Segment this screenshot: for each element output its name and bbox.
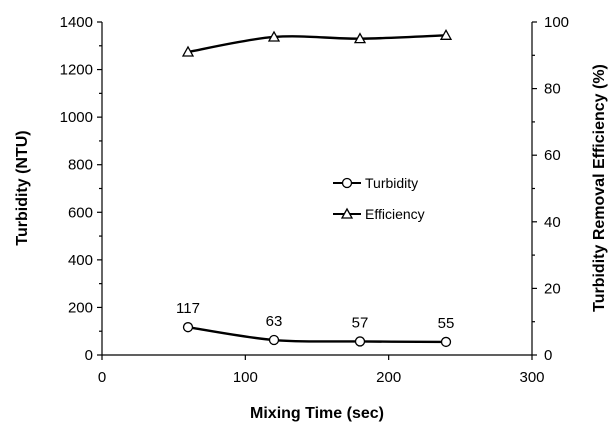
data-point-turbidity xyxy=(440,336,452,348)
data-point-turbidity xyxy=(182,322,194,333)
x-axis-ticks: 0 100 200 300 xyxy=(98,355,545,386)
plot-frame xyxy=(101,22,533,356)
legend-label-efficiency: Efficiency xyxy=(365,206,425,222)
y-left-tick-label: 400 xyxy=(68,252,93,269)
y-right-tick-label: 80 xyxy=(544,81,561,98)
y-right-tick-label: 0 xyxy=(544,347,552,364)
data-point-efficiency xyxy=(353,32,367,44)
x-tick-label: 200 xyxy=(376,369,401,386)
y-left-tick-label: 1000 xyxy=(60,109,93,126)
x-tick-label: 100 xyxy=(233,369,258,386)
data-point-efficiency xyxy=(181,45,195,57)
series-line-turbidity xyxy=(187,325,447,344)
y-right-tick-label: 40 xyxy=(544,214,561,231)
data-point-efficiency xyxy=(439,28,453,40)
x-tick-label: 300 xyxy=(519,369,544,386)
legend-item-efficiency: Efficiency xyxy=(333,206,425,222)
data-label-turbidity: 63 xyxy=(266,313,283,330)
y-left-tick-label: 800 xyxy=(68,157,93,174)
x-axis-label: Mixing Time (sec) xyxy=(250,405,384,422)
y-right-tick-label: 100 xyxy=(544,14,569,31)
series-line-efficiency xyxy=(187,34,447,54)
y-right-tick-label: 60 xyxy=(544,147,561,164)
legend-circle-marker xyxy=(341,177,353,189)
y-left-tick-label: 0 xyxy=(85,347,93,364)
legend: Turbidity Efficiency xyxy=(333,175,425,222)
x-tick-label: 0 xyxy=(98,369,106,386)
data-point-turbidity xyxy=(354,336,366,347)
series-layer: 117 63 57 55 xyxy=(176,28,455,348)
y-left-tick-label: 1400 xyxy=(60,14,93,31)
y-left-tick-label: 200 xyxy=(68,299,93,316)
y-axis-right-label: Turbidity Removal Efficiency (%) xyxy=(591,64,608,312)
legend-item-turbidity: Turbidity xyxy=(333,175,418,191)
data-label-turbidity: 57 xyxy=(352,314,369,331)
y-axis-left-label: Turbidity (NTU) xyxy=(14,130,31,245)
legend-label-turbidity: Turbidity xyxy=(365,175,418,191)
data-label-turbidity: 117 xyxy=(176,300,200,317)
y-right-tick-label: 20 xyxy=(544,280,561,297)
y-axis-right-ticks: 0 20 40 60 80 100 xyxy=(532,14,569,364)
y-axis-left-ticks: 0 200 400 600 800 1000 1200 1400 xyxy=(60,14,102,364)
data-point-turbidity xyxy=(268,334,280,346)
y-left-tick-label: 600 xyxy=(68,204,93,221)
data-point-efficiency xyxy=(267,30,281,42)
data-label-turbidity: 55 xyxy=(438,315,455,332)
y-left-tick-label: 1200 xyxy=(60,62,93,79)
legend-triangle-marker xyxy=(340,207,354,219)
